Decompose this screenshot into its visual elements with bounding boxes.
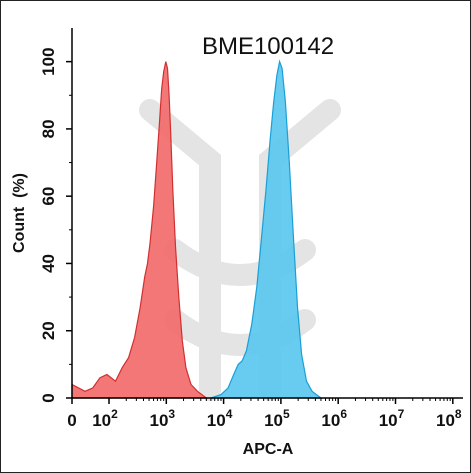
y-axis-title: Count (%)	[11, 173, 28, 253]
x-tick-label: 0	[67, 411, 76, 430]
y-tick-label: 40	[39, 254, 58, 273]
y-tick-label: 20	[39, 321, 58, 340]
y-tick-label: 60	[39, 187, 58, 206]
x-tick-label: 108	[436, 407, 462, 430]
histogram-series-2	[210, 59, 323, 399]
y-tick-label: 80	[39, 119, 58, 138]
x-tick-label: 103	[149, 407, 175, 430]
x-tick-label: 102	[92, 407, 118, 430]
chart-title: BME100142	[202, 33, 334, 60]
x-axis-title: APC-A	[243, 441, 294, 458]
series-layer	[71, 59, 323, 399]
ticks-layer: 0 20 40 60 80 100 0 102 103 104 105 106 107 108	[39, 47, 462, 430]
y-tick-label: 100	[39, 47, 58, 75]
y-tick-label: 0	[39, 393, 58, 402]
x-tick-label: 106	[321, 407, 347, 430]
x-tick-label: 104	[207, 407, 233, 430]
x-tick-label: 107	[379, 407, 405, 430]
histogram-series-1	[71, 61, 209, 399]
x-tick-label: 105	[264, 407, 290, 430]
